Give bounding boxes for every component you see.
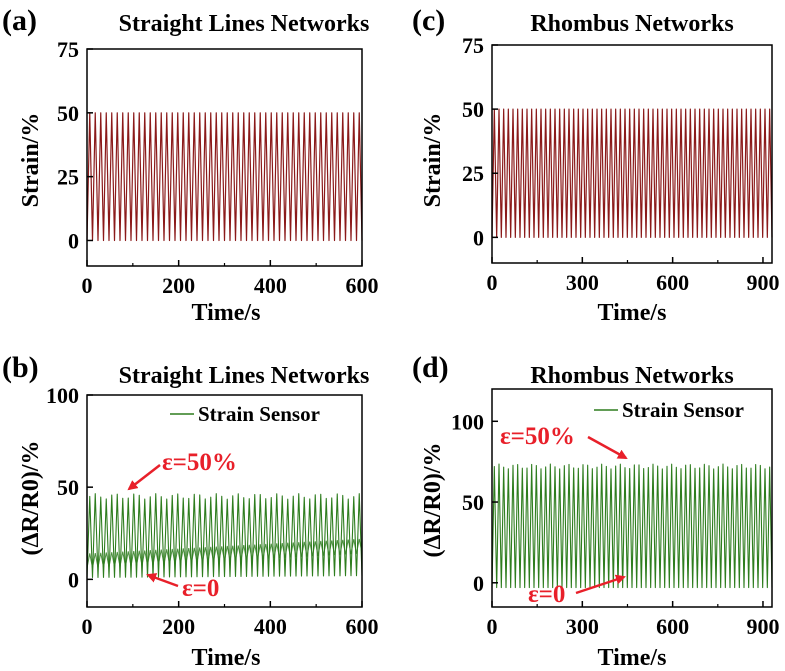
y-tick-label: 50 [57,475,79,500]
y-tick-label: 50 [462,490,484,515]
y-tick-label: 75 [57,37,79,62]
y-axis-label: (ΔR/R0)/% [18,440,44,555]
y-tick-label: 25 [57,165,79,190]
legend-label: Strain Sensor [198,402,320,426]
annotation-strain-50: ε=50% [500,423,575,450]
x-tick-label: 400 [254,614,287,639]
series-line-band [86,538,363,569]
y-tick-label: 25 [462,161,484,186]
chart-title: Straight Lines Networks [119,363,370,389]
annotation-arrow [127,464,161,491]
x-tick-label: 400 [254,273,287,298]
annotation-arrow [587,435,628,460]
y-tick-label: 100 [451,409,484,434]
chart-title: Straight Lines Networks [119,11,370,37]
panel-label: (a) [2,4,37,37]
annotation-strain-0: ε=0 [182,575,219,602]
y-tick-label: 50 [57,101,79,126]
annotation-strain-50: ε=50% [162,449,237,476]
panel-b: (b) Straight Lines Networks (ΔR/R0)/% Ti… [2,351,379,671]
y-tick-label: 0 [68,228,79,253]
annotation-strain-0: ε=0 [528,581,565,608]
panel-a: (a) Straight Lines Networks Strain/% Tim… [2,4,379,326]
x-tick-label: 300 [566,270,599,295]
x-tick-label: 300 [566,614,599,639]
x-tick-label: 200 [162,614,195,639]
x-axis-label: Time/s [598,645,667,671]
x-tick-label: 600 [656,270,689,295]
annotation-arrow [575,574,626,595]
x-tick-label: 0 [487,614,498,639]
chart-title: Rhombus Networks [530,11,733,37]
panel-c: (c) Rhombus Networks Strain/% Time/s 0 30… [412,4,779,326]
chart-title: Rhombus Networks [530,363,733,389]
legend-label: Strain Sensor [622,398,744,422]
y-axis-label: Strain/% [18,113,44,208]
series-line [491,108,773,238]
series-line [491,463,773,589]
axes-frame [491,388,773,608]
legend: Strain Sensor [170,402,320,426]
panel-label: (c) [412,4,445,37]
plot-area: 0 300 600 900 0 50 100 [451,388,779,639]
plot-area: 0 300 600 900 0 25 50 75 [462,33,779,295]
y-tick-label: 75 [462,33,484,58]
x-tick-label: 600 [346,273,379,298]
y-tick-label: 0 [473,571,484,596]
plot-area: 0 200 400 600 0 50 100 [46,383,379,639]
y-axis-label: (ΔR/R0)/% [420,442,446,557]
x-tick-label: 600 [346,614,379,639]
y-tick-label: 50 [462,97,484,122]
x-axis-label: Time/s [192,300,261,326]
x-axis-label: Time/s [598,300,667,326]
panel-d: (d) Rhombus Networks (ΔR/R0)/% Time/s 0 3… [412,351,779,671]
x-axis-label: Time/s [192,645,261,671]
panel-label: (b) [2,351,39,384]
x-tick-label: 0 [487,270,498,295]
x-tick-label: 600 [656,614,689,639]
x-tick-label: 0 [82,614,93,639]
axes-frame [491,44,773,264]
y-axis-label: Strain/% [420,113,446,208]
series-line [86,493,363,579]
x-tick-label: 200 [162,273,195,298]
y-tick-label: 0 [68,567,79,592]
x-tick-label: 900 [746,270,779,295]
series-line [86,112,363,242]
annotation-arrow [146,573,179,588]
panel-label: (d) [412,351,449,384]
x-tick-label: 900 [746,614,779,639]
legend: Strain Sensor [594,398,744,422]
y-tick-label: 100 [46,383,79,408]
y-tick-label: 0 [473,225,484,250]
plot-area: 0 200 400 600 0 25 50 75 [57,37,379,298]
x-tick-label: 0 [82,273,93,298]
